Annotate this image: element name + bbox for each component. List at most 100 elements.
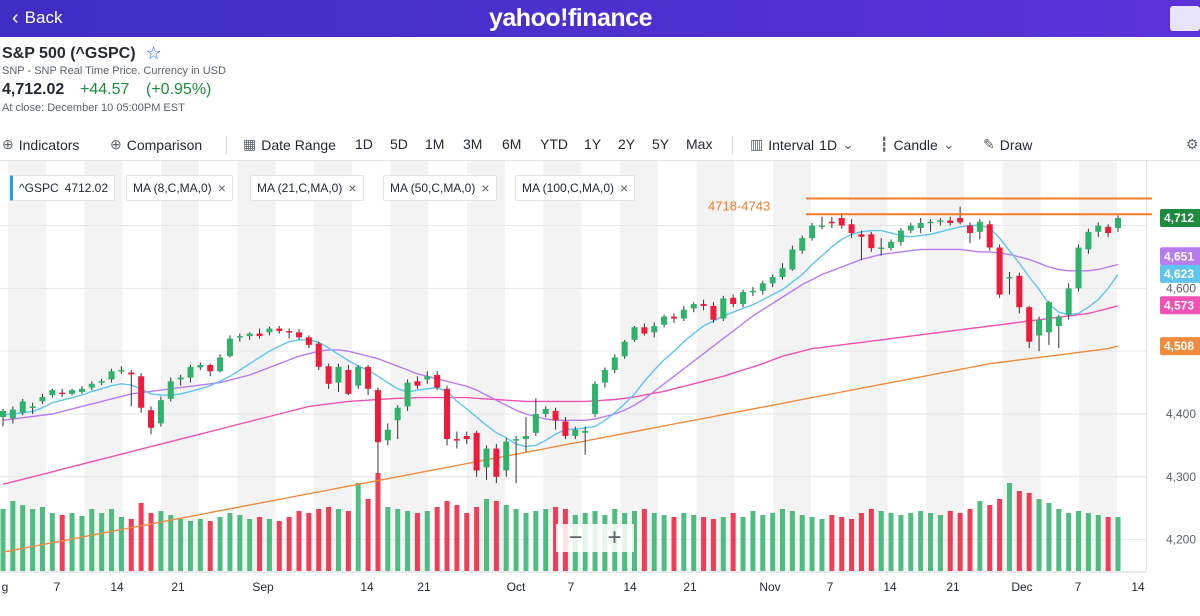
settings-button[interactable]: ⚙ xyxy=(1186,136,1199,153)
candlestick xyxy=(1095,222,1102,237)
comparison-button[interactable]: ⊕ Comparison xyxy=(110,136,202,153)
range-1y[interactable]: 1Y xyxy=(584,136,602,152)
candle-body xyxy=(39,397,46,402)
candle-body xyxy=(118,370,125,372)
candle-body xyxy=(0,410,6,418)
candlestick xyxy=(78,386,85,394)
candlestick xyxy=(493,444,500,484)
week-band xyxy=(543,161,582,571)
volume-bar xyxy=(286,517,292,571)
candlestick xyxy=(1055,314,1062,349)
candle-body xyxy=(1105,226,1112,234)
volume-bar xyxy=(1115,517,1121,571)
header-menu-button[interactable] xyxy=(1170,6,1200,31)
star-icon[interactable]: ☆ xyxy=(145,43,162,63)
candlestick xyxy=(759,280,766,295)
range-3m[interactable]: 3M xyxy=(463,136,483,152)
legend-ma50[interactable]: MA (50,C,MA,0) × xyxy=(383,175,497,201)
range-2y[interactable]: 2Y xyxy=(618,136,636,152)
draw-button[interactable]: ✎ Draw xyxy=(983,136,1032,153)
candlestick xyxy=(641,323,648,336)
candle-body xyxy=(611,357,618,370)
volume-bar xyxy=(227,513,233,571)
candlestick xyxy=(9,406,16,424)
volume-bar xyxy=(375,473,381,571)
volume-bar xyxy=(355,483,361,571)
y-tick-label: 4,508 xyxy=(1164,339,1194,353)
candle-body xyxy=(917,223,924,229)
x-tick-label: 21 xyxy=(171,580,185,594)
legend-ma8[interactable]: MA (8,C,MA,0) × xyxy=(126,175,233,201)
volume-bar xyxy=(503,505,509,571)
volume-bar xyxy=(257,517,263,571)
x-tick-label: Oct xyxy=(507,580,526,594)
volume-bar xyxy=(474,507,480,571)
zoom-in-button[interactable]: + xyxy=(607,524,622,551)
candle-body xyxy=(157,400,164,424)
range-max[interactable]: Max xyxy=(686,136,713,152)
volume-bar xyxy=(89,509,95,571)
range-1m[interactable]: 1M xyxy=(425,136,445,152)
close-icon[interactable]: × xyxy=(217,180,226,196)
candle-body xyxy=(424,376,431,380)
candle-body xyxy=(444,388,451,440)
candlestick xyxy=(888,239,895,251)
quote-price: 4,712.02 xyxy=(2,81,65,98)
candlestick xyxy=(838,212,845,229)
candle-body xyxy=(552,410,559,421)
candle-body xyxy=(749,290,756,293)
interval-button[interactable]: ▥ Interval 1D ⌄ xyxy=(750,136,854,153)
x-tick-label: 14 xyxy=(360,580,374,594)
range-5d[interactable]: 5D xyxy=(390,136,408,152)
range-ytd[interactable]: YTD xyxy=(540,136,568,152)
candlestick xyxy=(986,220,993,251)
zoom-out-button[interactable]: − xyxy=(568,524,583,551)
legend-ma100[interactable]: MA (100,C,MA,0) × xyxy=(515,175,636,201)
candlestick xyxy=(207,363,214,377)
range-6m[interactable]: 6M xyxy=(502,136,522,152)
range-1d[interactable]: 1D xyxy=(355,136,373,152)
candlestick xyxy=(118,366,125,374)
resistance-zone[interactable]: 4718-4743 xyxy=(708,197,1152,216)
legend-symbol[interactable]: ^GSPC 4712.02 xyxy=(10,175,116,201)
legend-ma21[interactable]: MA (21,C,MA,0) × xyxy=(250,175,364,201)
volume-bar xyxy=(207,521,213,571)
chart-type-label: Candle xyxy=(893,136,938,153)
volume-bar xyxy=(59,515,65,571)
volume-bar xyxy=(888,513,894,571)
candle-body xyxy=(345,370,352,394)
candle-icon: ┇ xyxy=(880,136,889,152)
close-icon[interactable]: × xyxy=(481,180,490,196)
volume-bar xyxy=(1056,509,1062,571)
candlestick xyxy=(1006,272,1013,295)
candle-body xyxy=(868,234,875,249)
indicators-button[interactable]: ⊕ Indicators xyxy=(2,136,79,153)
y-tick-label: 4,712 xyxy=(1164,211,1194,225)
volume-bar xyxy=(937,515,943,571)
date-range-button[interactable]: ▦ Date Range xyxy=(243,136,336,153)
candlestick xyxy=(177,375,184,386)
volume-bar xyxy=(908,513,914,571)
back-label: Back xyxy=(24,8,63,27)
volume-bar xyxy=(740,517,746,571)
volume-bar xyxy=(691,515,697,571)
candlestick xyxy=(148,406,155,435)
candle-body xyxy=(296,332,303,338)
volume-bar xyxy=(868,509,874,571)
candlestick xyxy=(266,326,273,336)
candle-body xyxy=(384,429,391,441)
close-icon[interactable]: × xyxy=(620,180,629,196)
candlestick xyxy=(483,445,490,480)
close-icon[interactable]: × xyxy=(348,180,357,196)
date-range-label: Date Range xyxy=(261,136,336,153)
range-5y[interactable]: 5Y xyxy=(652,136,670,152)
y-tick-label: 4,623 xyxy=(1164,267,1194,281)
x-tick-label: Sep xyxy=(252,580,274,594)
volume-bar xyxy=(30,509,36,571)
quote-change: +44.57 xyxy=(80,81,130,98)
candle-body xyxy=(809,225,816,239)
chart-type-button[interactable]: ┇ Candle ⌄ xyxy=(880,136,955,153)
back-button[interactable]: ‹ Back xyxy=(12,8,62,28)
chart-area[interactable]: 4718-4743 4,712 4,651 4,623 4,600 4,573 4,508… xyxy=(0,160,1200,611)
